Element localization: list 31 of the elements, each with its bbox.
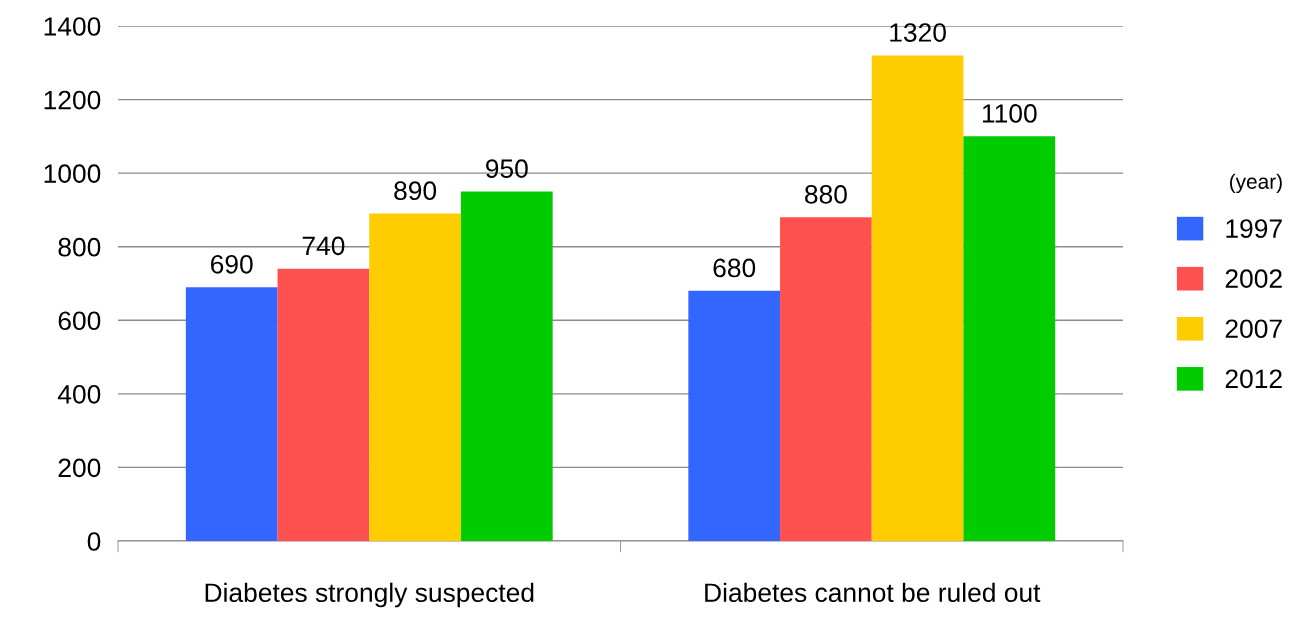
y-tick-label: 400 <box>57 384 101 404</box>
data-label: 690 <box>211 254 253 274</box>
data-label: 1100 <box>982 104 1037 123</box>
y-tick-label: 600 <box>58 311 101 331</box>
data-label: 1320 <box>890 23 946 42</box>
data-label: 890 <box>394 181 437 201</box>
data-label: 950 <box>486 159 528 178</box>
legend-label: 1997 <box>1226 219 1282 238</box>
bar <box>277 268 370 541</box>
bar <box>688 290 781 541</box>
x-tick-label: Diabetes strongly suspected <box>205 582 534 608</box>
bar <box>369 213 461 541</box>
legend-label: 2002 <box>1225 269 1282 288</box>
y-tick-label: 1200 <box>44 90 101 110</box>
y-tick-label: 0 <box>87 532 101 551</box>
bar <box>780 217 872 541</box>
y-tick-label: 200 <box>58 458 101 478</box>
x-tick-label: Diabetes cannot be ruled out <box>705 582 1041 603</box>
bar <box>871 55 964 541</box>
data-label: 880 <box>805 185 847 204</box>
bar <box>185 287 278 541</box>
data-label: 680 <box>713 258 756 278</box>
y-tick-label: 1400 <box>44 17 101 36</box>
legend-label: 2007 <box>1225 319 1282 339</box>
legend-label: 2012 <box>1225 369 1282 389</box>
legend-title: (year) <box>1229 173 1282 194</box>
bar <box>460 191 553 541</box>
y-tick-label: 800 <box>58 237 101 257</box>
y-tick-label: 1000 <box>44 164 101 183</box>
data-label: 740 <box>302 236 345 256</box>
bar <box>963 136 1056 541</box>
